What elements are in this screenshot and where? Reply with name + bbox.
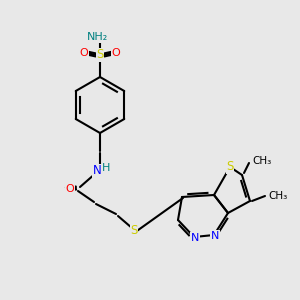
Text: N: N (191, 233, 199, 243)
Text: O: O (112, 48, 120, 58)
Text: N: N (211, 231, 219, 241)
Text: N: N (93, 164, 101, 178)
Text: O: O (80, 48, 88, 58)
Text: O: O (66, 184, 74, 194)
Text: S: S (96, 49, 104, 62)
Text: H: H (102, 163, 110, 173)
Text: NH₂: NH₂ (87, 32, 109, 42)
Text: S: S (130, 224, 138, 236)
Text: S: S (226, 160, 234, 173)
Text: CH₃: CH₃ (252, 156, 271, 166)
Text: CH₃: CH₃ (268, 191, 287, 201)
